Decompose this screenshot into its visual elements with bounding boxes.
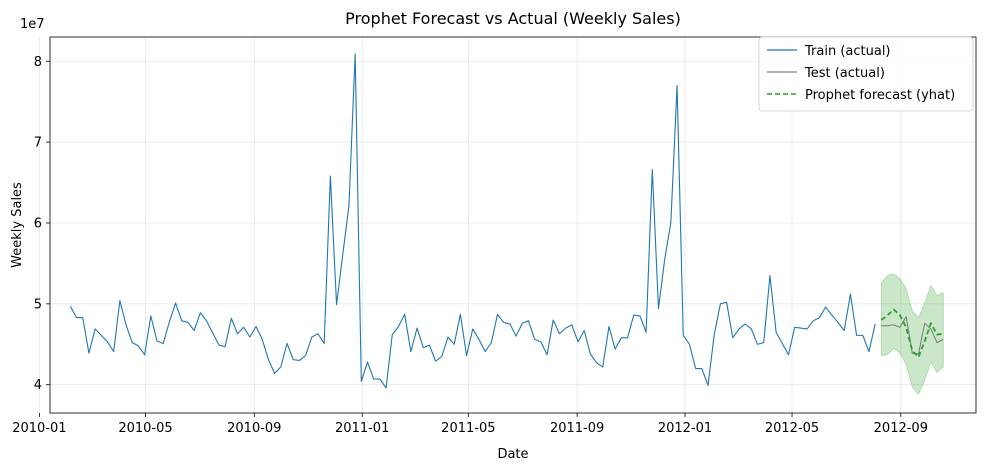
legend-test-label: Test (actual) xyxy=(804,66,885,81)
y-axis-label: Weekly Sales xyxy=(10,182,25,268)
x-tick-label: 2011-05 xyxy=(441,421,495,436)
x-tick-label: 2010-09 xyxy=(227,421,281,436)
series-lines xyxy=(69,53,944,389)
y-scale-label: 1e7 xyxy=(20,17,45,32)
x-tick-label: 2012-05 xyxy=(765,421,819,436)
test-series-line xyxy=(881,316,944,355)
x-tick-label: 2011-01 xyxy=(335,421,389,436)
x-tick-label: 2010-05 xyxy=(118,421,172,436)
plot-frame xyxy=(49,36,977,414)
y-tick-label: 6 xyxy=(34,216,42,231)
x-tick-label: 2012-09 xyxy=(874,421,928,436)
chart-title: Prophet Forecast vs Actual (Weekly Sales… xyxy=(345,9,681,28)
legend-box xyxy=(758,36,974,112)
x-tick-label: 2011-09 xyxy=(550,421,604,436)
y-axis-ticks: 4 5 6 7 8 xyxy=(34,55,50,393)
x-axis-ticks: 2010-01 2010-05 2010-09 2011-01 2011-05 2011-… xyxy=(12,413,928,436)
train-series-line xyxy=(69,53,876,389)
y-tick-label: 4 xyxy=(34,378,42,393)
y-tick-label: 7 xyxy=(34,136,42,151)
y-tick-label: 8 xyxy=(34,55,42,70)
forecast-interval xyxy=(880,273,944,396)
x-tick-label: 2010-01 xyxy=(12,421,66,436)
legend-train-label: Train (actual) xyxy=(804,44,891,59)
legend-forecast-label: Prophet forecast (yhat) xyxy=(805,88,955,103)
confidence-band xyxy=(880,273,944,396)
legend: Train (actual) Test (actual) Prophet for… xyxy=(758,36,974,112)
y-tick-label: 5 xyxy=(34,297,42,312)
x-tick-label: 2012-01 xyxy=(658,421,712,436)
x-axis-label: Date xyxy=(497,447,528,462)
